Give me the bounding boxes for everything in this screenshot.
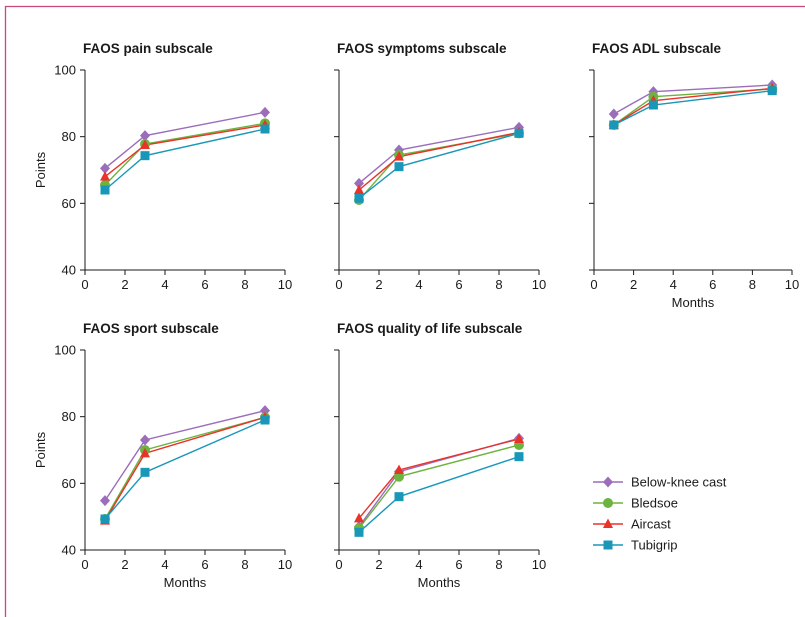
series-line-bledsoe — [105, 417, 265, 519]
x-tick-label: 6 — [709, 277, 716, 292]
y-tick-label: 100 — [54, 63, 76, 78]
y-tick-label: 40 — [62, 263, 76, 278]
x-tick-label: 2 — [375, 277, 382, 292]
chart-panel-faos-adl-subscale: FAOS ADL subscale 0 2 4 6 8 10 Months — [589, 41, 799, 310]
data-point-tubigrip — [768, 86, 777, 95]
panel-title: FAOS symptoms subscale — [337, 41, 507, 56]
data-point-tubigrip — [649, 101, 658, 110]
y-tick-label: 60 — [62, 196, 76, 211]
x-tick-label: 6 — [455, 277, 462, 292]
x-tick-label: 10 — [785, 277, 799, 292]
legend-label: Tubigrip — [631, 538, 677, 553]
data-point-tubigrip — [515, 129, 524, 138]
x-tick-label: 4 — [415, 277, 422, 292]
y-tick-label: 100 — [54, 343, 76, 358]
legend: Below-knee cast Bledsoe Aircast Tubigrip — [593, 475, 727, 553]
legend-label: Below-knee cast — [631, 475, 727, 490]
x-tick-label: 4 — [161, 277, 168, 292]
data-point-aircast — [100, 171, 110, 181]
x-axis-label: Months — [418, 575, 461, 590]
data-point-tubigrip — [261, 416, 270, 425]
x-tick-label: 4 — [161, 557, 168, 572]
series-line-aircast — [359, 132, 519, 190]
legend-item-aircast: Aircast — [593, 517, 671, 532]
x-tick-label: 10 — [532, 557, 546, 572]
series-line-bledsoe — [105, 123, 265, 185]
data-point-tubigrip — [101, 186, 110, 195]
series-line-tubigrip — [105, 420, 265, 519]
x-tick-label: 4 — [670, 277, 677, 292]
chart-panel-faos-quality-of-life-subscale: FAOS quality of life subscale 0 2 4 6 8 10 Mont… — [334, 321, 546, 590]
x-tick-label: 6 — [455, 557, 462, 572]
y-axis-label: Points — [33, 151, 48, 188]
legend-label: Bledsoe — [631, 496, 678, 511]
x-tick-label: 0 — [335, 277, 342, 292]
data-point-tubigrip — [609, 121, 618, 130]
x-tick-label: 8 — [241, 557, 248, 572]
x-tick-label: 10 — [278, 557, 292, 572]
x-tick-label: 2 — [121, 557, 128, 572]
y-tick-label: 60 — [62, 476, 76, 491]
x-tick-label: 0 — [335, 557, 342, 572]
series-line-bledsoe — [614, 89, 772, 125]
data-point-tubigrip — [141, 468, 150, 477]
series-line-bledsoe — [359, 133, 519, 200]
y-tick-label: 80 — [62, 129, 76, 144]
x-tick-label: 2 — [630, 277, 637, 292]
x-tick-label: 0 — [81, 277, 88, 292]
x-tick-label: 8 — [495, 557, 502, 572]
legend-label: Aircast — [631, 517, 671, 532]
data-point-tubigrip — [261, 125, 270, 134]
x-tick-label: 8 — [495, 277, 502, 292]
x-tick-label: 4 — [415, 557, 422, 572]
series-line-aircast — [105, 417, 265, 520]
chart-panel-faos-symptoms-subscale: FAOS symptoms subscale 0 2 4 6 8 10 — [334, 41, 546, 292]
legend-item-bledsoe: Bledsoe — [593, 496, 678, 511]
data-point-below-knee-cast — [609, 109, 619, 120]
series-line-bledsoe — [359, 445, 519, 528]
legend-marker-diamond — [603, 477, 613, 488]
data-point-below-knee-cast — [140, 435, 150, 446]
x-axis-label: Months — [672, 295, 715, 310]
data-point-tubigrip — [355, 528, 364, 537]
data-point-tubigrip — [515, 452, 524, 461]
x-tick-label: 8 — [749, 277, 756, 292]
legend-item-below-knee-cast: Below-knee cast — [593, 475, 727, 490]
y-tick-label: 40 — [62, 543, 76, 558]
panel-title: FAOS quality of life subscale — [337, 321, 523, 336]
x-axis-label: Months — [164, 575, 207, 590]
panel-title: FAOS sport subscale — [83, 321, 219, 336]
data-point-tubigrip — [395, 162, 404, 171]
x-tick-label: 10 — [278, 277, 292, 292]
legend-item-tubigrip: Tubigrip — [593, 538, 677, 553]
chart-panel-faos-pain-subscale: FAOS pain subscale 40 60 80 100 0 2 4 6 8 10 Points — [33, 41, 292, 292]
data-point-tubigrip — [355, 194, 364, 203]
legend-marker-square — [604, 541, 613, 550]
x-tick-label: 2 — [375, 557, 382, 572]
x-tick-label: 8 — [241, 277, 248, 292]
data-point-below-knee-cast — [100, 495, 110, 506]
legend-marker-triangle — [603, 519, 613, 529]
panel-title: FAOS pain subscale — [83, 41, 213, 56]
x-tick-label: 0 — [590, 277, 597, 292]
x-tick-label: 2 — [121, 277, 128, 292]
data-point-tubigrip — [101, 515, 110, 524]
data-point-tubigrip — [395, 492, 404, 501]
data-point-below-knee-cast — [260, 107, 270, 118]
x-tick-label: 6 — [201, 557, 208, 572]
data-point-tubigrip — [141, 151, 150, 160]
y-axis-label: Points — [33, 431, 48, 468]
legend-marker-circle — [603, 498, 613, 508]
x-tick-label: 6 — [201, 277, 208, 292]
chart-panel-faos-sport-subscale: FAOS sport subscale 40 60 80 100 0 2 4 6 8 10 Point… — [33, 321, 292, 590]
panel-title: FAOS ADL subscale — [592, 41, 722, 56]
y-tick-label: 80 — [62, 409, 76, 424]
x-tick-label: 10 — [532, 277, 546, 292]
x-tick-label: 0 — [81, 557, 88, 572]
data-point-aircast — [354, 185, 364, 195]
